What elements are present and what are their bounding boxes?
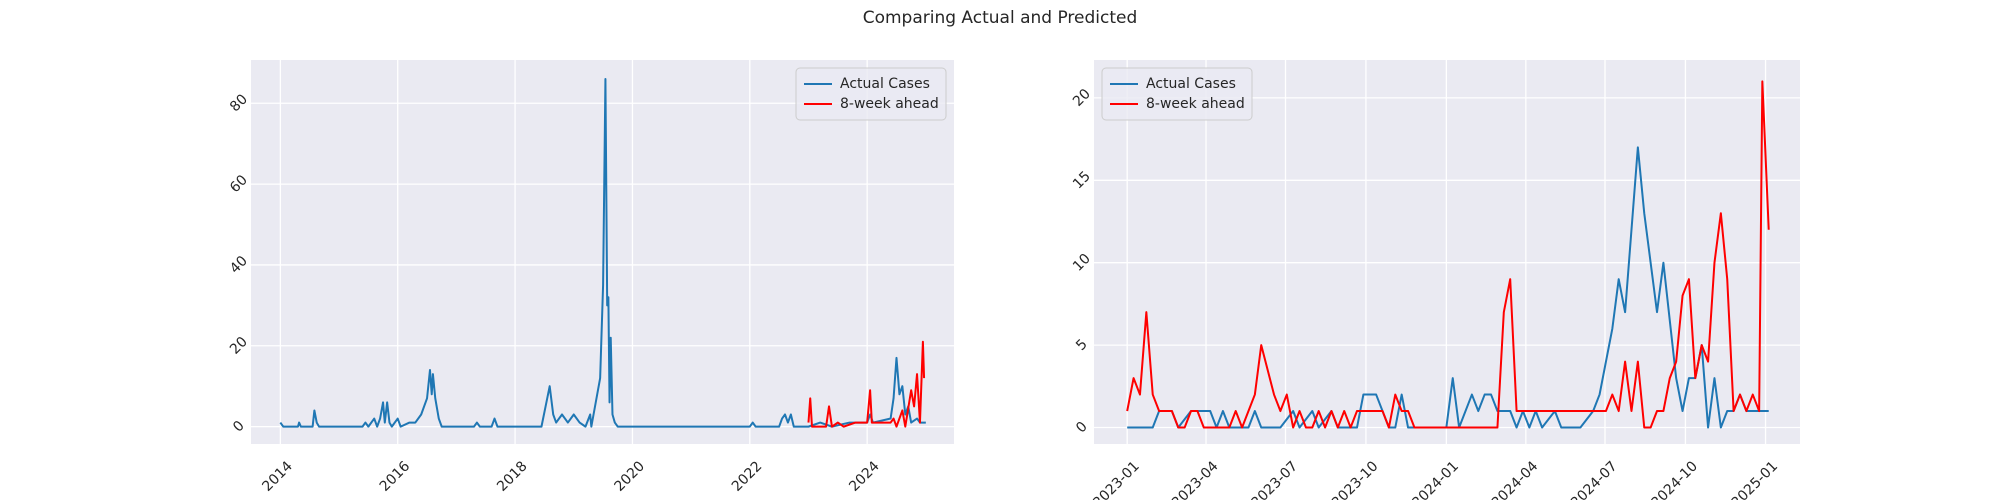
legend-label: Actual Cases: [840, 76, 930, 92]
x-tick-label: 2023-10: [1329, 458, 1382, 500]
x-tick-label: 2023-04: [1169, 458, 1222, 500]
legend-label: 8-week ahead: [840, 96, 939, 112]
y-tick-label: 0: [1073, 419, 1091, 437]
legend-label: 8-week ahead: [1146, 96, 1245, 112]
y-tick-label: 5: [1073, 336, 1091, 354]
x-tick-label: 2024-10: [1648, 458, 1701, 500]
x-tick-label: 2023-07: [1248, 458, 1301, 500]
x-tick-label: 2024-04: [1489, 458, 1542, 500]
x-tick-label: 2016: [377, 458, 414, 495]
legend-box: [795, 67, 947, 121]
series-line: [807, 340, 926, 428]
series-line: [1126, 80, 1770, 429]
y-tick-label: 10: [1070, 251, 1094, 275]
series-line: [279, 78, 926, 428]
x-tick-label: 2018: [494, 458, 531, 495]
legend-box: [1101, 67, 1253, 121]
y-tick-label: 40: [227, 253, 251, 277]
x-tick-label: 2020: [612, 458, 649, 495]
x-tick-label: 2024-01: [1409, 458, 1462, 500]
y-tick-label: 20: [227, 334, 251, 358]
x-tick-label: 2024: [846, 458, 883, 495]
y-tick-label: 0: [230, 418, 248, 436]
legend-label: Actual Cases: [1146, 76, 1236, 92]
figure-title: Comparing Actual and Predicted: [863, 8, 1138, 28]
x-tick-label: 2025-01: [1728, 458, 1781, 500]
x-tick-label: 2023-01: [1090, 458, 1143, 500]
y-tick-label: 60: [227, 172, 251, 196]
x-tick-label: 2014: [259, 458, 296, 495]
y-tick-label: 15: [1070, 168, 1094, 192]
x-tick-label: 2024-07: [1568, 458, 1621, 500]
series-line: [1127, 146, 1769, 429]
x-tick-label: 2022: [729, 458, 766, 495]
y-tick-label: 20: [1070, 86, 1094, 110]
y-tick-label: 80: [227, 91, 251, 115]
